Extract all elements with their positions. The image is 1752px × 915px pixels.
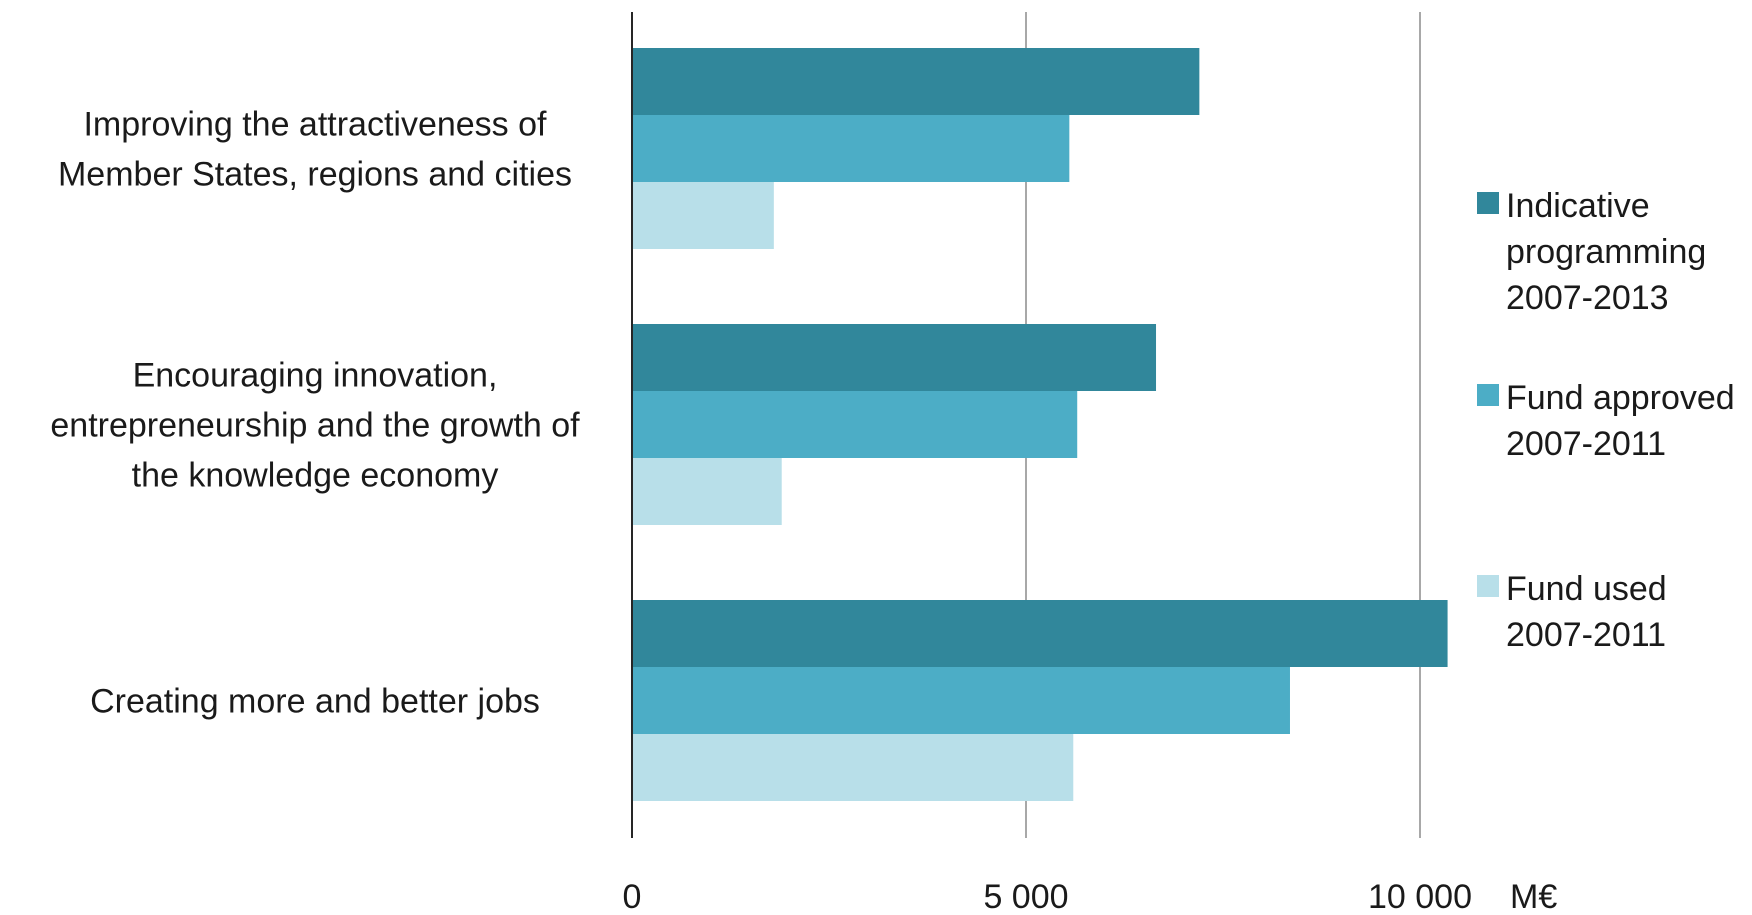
legend-label-2: Fund used 2007-2011	[1506, 570, 1667, 654]
bar-2-2	[632, 734, 1074, 801]
bar-1-0	[632, 324, 1157, 391]
legend-swatch-1	[1477, 384, 1499, 406]
category-label-0: Improving the attractiveness of Member St…	[58, 106, 572, 194]
bar-0-2	[632, 182, 774, 249]
bar-0-1	[632, 115, 1070, 182]
x-tick-label-5000: 5 000	[983, 878, 1068, 910]
category-label-2: Creating more and better jobs	[90, 683, 540, 721]
legend-label-line: 2007-2011	[1506, 425, 1666, 463]
bars	[632, 48, 1448, 801]
category-label-1: Encouraging innovation, entrepreneurship …	[50, 357, 580, 495]
x-tick-label-0: 0	[623, 878, 642, 910]
legend-label-line: programming	[1506, 233, 1706, 271]
category-labels: Improving the attractiveness of Member St…	[50, 106, 580, 721]
legend-label-0: Indicative programming 2007-2013	[1506, 187, 1706, 317]
legend-label-line: 2007-2011	[1506, 616, 1666, 654]
legend-label-line: Fund approved	[1506, 379, 1735, 417]
bar-0-0	[632, 48, 1200, 115]
bar-2-1	[632, 667, 1290, 734]
category-label-line: entrepreneurship and the growth of	[50, 407, 580, 445]
category-label-line: Improving the attractiveness of	[83, 106, 547, 144]
legend-label-1: Fund approved 2007-2011	[1506, 379, 1735, 463]
legend: Indicative programming 2007-2013 Fund appro…	[1477, 187, 1735, 654]
legend-label-line: Indicative	[1506, 187, 1650, 225]
category-label-line: Encouraging innovation,	[133, 357, 498, 395]
category-label-line: Creating more and better jobs	[90, 683, 540, 721]
bar-1-2	[632, 458, 782, 525]
category-label-line: Member States, regions and cities	[58, 156, 572, 194]
x-unit-label: M€	[1510, 878, 1557, 910]
legend-swatch-2	[1477, 575, 1499, 597]
legend-label-line: 2007-2013	[1506, 279, 1669, 317]
legend-swatch-0	[1477, 192, 1499, 214]
bar-1-1	[632, 391, 1078, 458]
x-tick-labels: 0 5 000 10 000 M€	[623, 878, 1558, 915]
category-label-line: the knowledge economy	[132, 457, 499, 495]
legend-label-line: Fund used	[1506, 570, 1667, 608]
x-tick-label-10000: 10 000	[1368, 878, 1472, 910]
bar-2-0	[632, 600, 1448, 667]
